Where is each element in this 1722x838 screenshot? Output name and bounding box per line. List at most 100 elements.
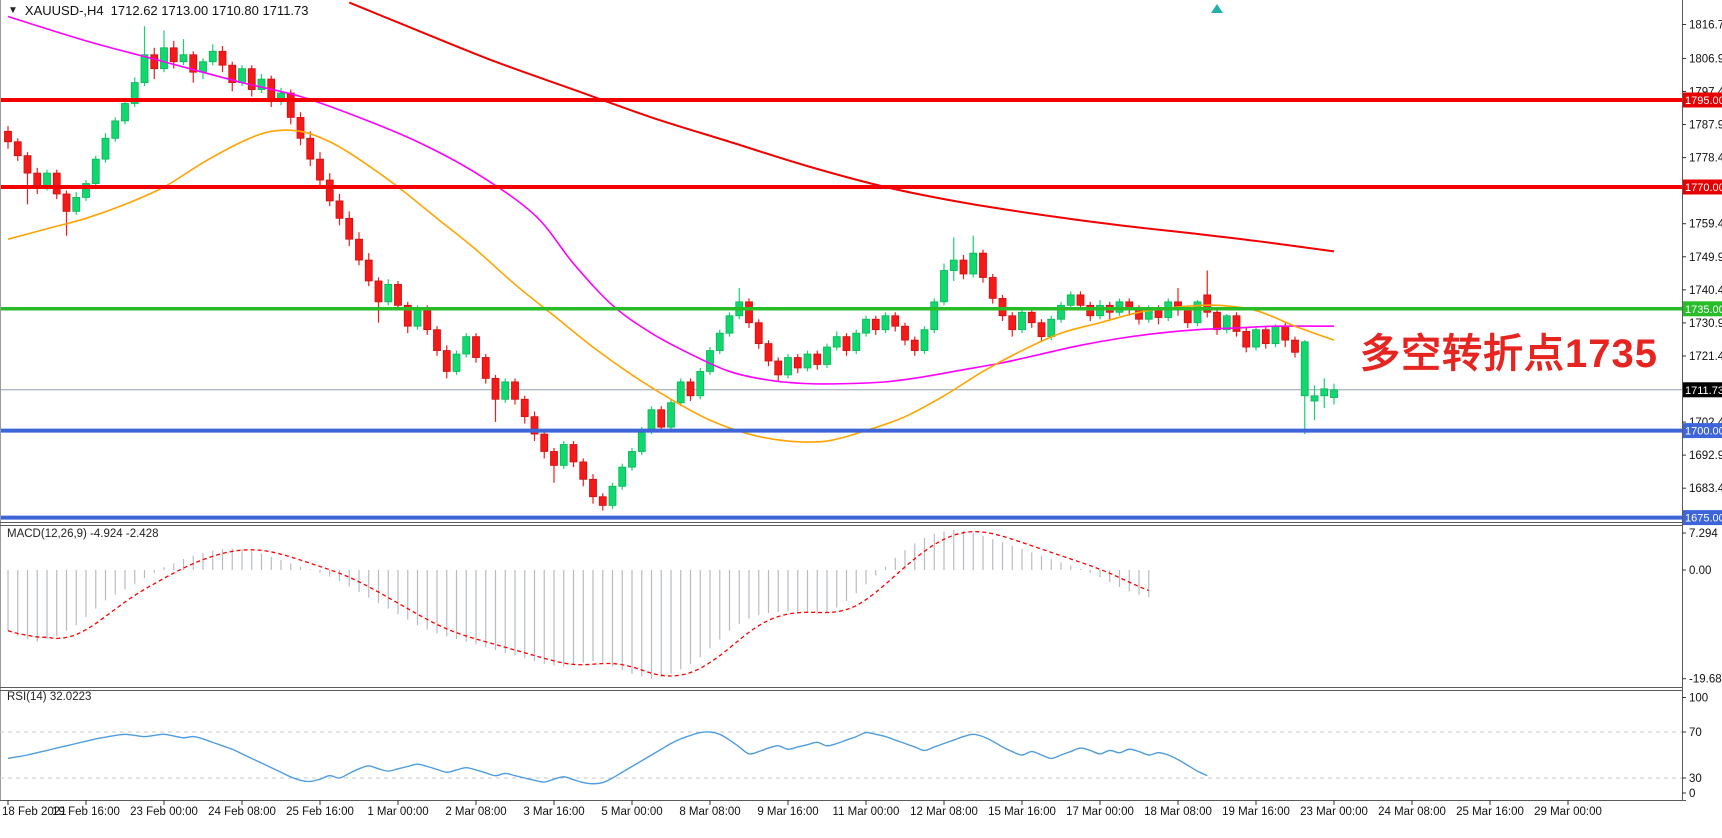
candle [774, 360, 783, 376]
candle [637, 430, 646, 452]
moving-averages [7, 1, 1335, 443]
time-label: 9 Mar 16:00 [757, 806, 818, 818]
candle [413, 308, 422, 327]
candle [725, 315, 734, 334]
candle [1193, 301, 1202, 324]
rsi-line [7, 731, 1208, 785]
price-badge [1683, 510, 1722, 526]
svg-text:1778.45: 1778.45 [1689, 153, 1722, 165]
time-label: 17 Mar 00:00 [1066, 806, 1134, 818]
candle [72, 197, 81, 212]
candle [579, 461, 588, 480]
time-label: 1 Mar 00:00 [367, 806, 428, 818]
candle [442, 350, 451, 372]
time-label: 25 Mar 16:00 [1456, 806, 1524, 818]
candle [550, 451, 558, 466]
candle [101, 137, 110, 160]
candle [501, 381, 510, 400]
price-badges: 1795.00 1770.00 1735.00 1711.73 1700.00 1675.… [1683, 92, 1722, 526]
candle [355, 238, 363, 261]
candle [43, 172, 51, 188]
candle [52, 172, 61, 195]
time-label: 5 Mar 00:00 [601, 806, 662, 818]
price-levels[interactable] [0, 98, 1682, 520]
candle [1183, 308, 1192, 324]
candle [1037, 322, 1046, 338]
candle [228, 64, 237, 83]
candle [871, 318, 880, 331]
candle [940, 270, 948, 303]
candle [949, 259, 958, 271]
candle [1203, 294, 1212, 313]
svg-text:1770.00: 1770.00 [1685, 182, 1722, 194]
candle [706, 350, 714, 372]
svg-text:100: 100 [1689, 693, 1708, 705]
candle [169, 47, 178, 63]
candle [569, 444, 578, 463]
rsi-panel[interactable] [0, 731, 1682, 785]
candle [930, 301, 939, 331]
candle [481, 357, 490, 379]
candle [1261, 329, 1270, 344]
time-label: 12 Mar 08:00 [910, 806, 978, 818]
chevron-down-icon[interactable]: ▼ [8, 5, 18, 16]
candle [462, 336, 471, 355]
candle [1291, 339, 1299, 353]
candle [1066, 294, 1075, 306]
price-badge [1683, 301, 1722, 317]
price-badge [1683, 179, 1722, 195]
candle [530, 416, 539, 435]
candle [715, 332, 724, 351]
candle [628, 451, 636, 468]
candle [891, 315, 900, 327]
time-label: 15 Mar 16:00 [988, 806, 1056, 818]
candle [62, 193, 71, 212]
candle [520, 398, 529, 418]
candle [667, 402, 675, 428]
candle [140, 54, 149, 83]
candle [696, 371, 705, 397]
candle [1008, 315, 1017, 331]
candle [1330, 389, 1338, 398]
candle [23, 155, 32, 174]
svg-text:7.294: 7.294 [1689, 528, 1718, 540]
rsi-indicator-label: RSI(14) 32.0223 [7, 691, 92, 703]
candle [1281, 325, 1290, 341]
candle [238, 68, 246, 84]
candle [862, 318, 870, 334]
candle [1232, 315, 1241, 332]
candle [559, 444, 568, 466]
time-label: 11 Mar 00:00 [833, 806, 900, 818]
candle [1242, 331, 1251, 348]
candle [130, 82, 139, 104]
svg-text:70: 70 [1689, 727, 1702, 739]
candle [647, 409, 656, 432]
candle [1310, 395, 1319, 402]
candle [433, 329, 441, 351]
candle [364, 259, 373, 282]
chart-shift-marker-icon[interactable] [1211, 4, 1223, 13]
candle [959, 259, 968, 275]
time-label: 24 Mar 08:00 [1378, 806, 1446, 818]
candle [589, 478, 597, 498]
svg-text:1711.73: 1711.73 [1685, 385, 1722, 397]
candle [764, 343, 773, 362]
time-label: 3 Mar 16:00 [523, 806, 584, 818]
candle [920, 329, 929, 351]
candle [1252, 329, 1260, 348]
price-badge [1683, 423, 1722, 439]
price-badge [1683, 92, 1722, 108]
svg-text:1759.45: 1759.45 [1689, 219, 1722, 231]
candle [910, 339, 919, 351]
candle [82, 183, 90, 198]
macd-panel[interactable] [7, 529, 1150, 679]
candle [423, 308, 432, 331]
candle [754, 322, 763, 345]
svg-text:1795.00: 1795.00 [1685, 95, 1722, 107]
candle [150, 54, 159, 70]
candle [988, 277, 997, 299]
